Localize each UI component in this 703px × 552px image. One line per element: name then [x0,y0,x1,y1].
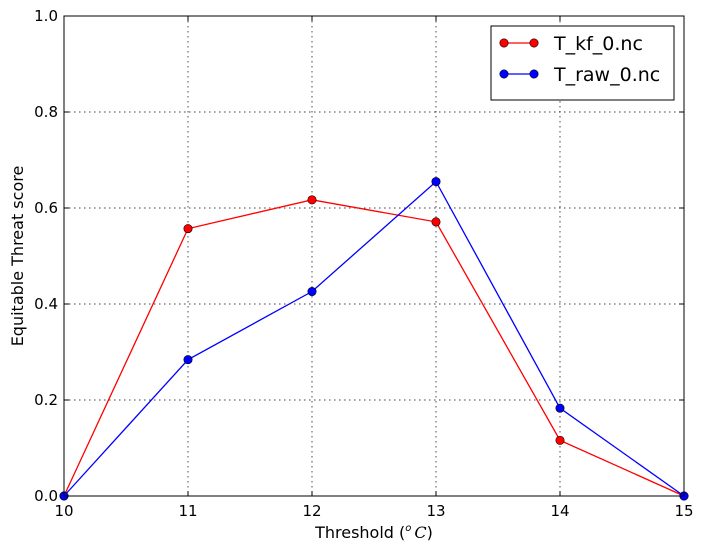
x-tick-label: 12 [302,502,321,520]
y-tick-label: 0.0 [34,487,58,505]
legend-marker-t-kf-0-nc [499,38,509,48]
x-tick-label: 10 [54,502,73,520]
plot-frame [63,15,685,497]
x-axis-label-unit: C [414,523,426,542]
x-axis-label: Threshold (o C) [314,523,433,542]
data-point-t-raw-0-nc [307,287,317,297]
legend: T_kf_0.nc T_raw_0.nc [490,25,675,101]
data-point-t-raw-0-nc [183,355,193,365]
y-tick-label: 0.2 [34,391,58,409]
x-axis-label-suffix: ) [427,523,433,542]
data-point-t-kf-0-nc [183,224,193,234]
y-axis-label: Equitable Threat score [8,166,27,347]
series-line-t-kf-0-nc [63,199,685,497]
y-tick-label: 0.4 [34,295,58,313]
legend-marker-t-kf-0-nc [529,38,539,48]
legend-marker-t-raw-0-nc [529,69,539,79]
data-point-t-raw-0-nc [555,403,565,413]
y-tick-label: 1.0 [34,7,58,25]
legend-box [490,25,675,101]
data-point-t-kf-0-nc [555,435,565,445]
x-axis-label-prefix: Threshold ( [314,523,405,542]
series-t-raw-0-nc [59,177,689,501]
legend-marker-t-raw-0-nc [499,69,509,79]
data-point-t-kf-0-nc [307,195,317,205]
axis-ticks: 10 11 12 13 14 15 0.0 0.2 0.4 0.6 0.8 1.0 [34,7,693,520]
y-tick-label: 0.6 [34,199,58,217]
series-group [59,177,689,501]
x-tick-label: 13 [426,502,445,520]
legend-label-t-raw-0-nc: T_raw_0.nc [553,64,660,86]
y-tick-label: 0.8 [34,103,58,121]
x-axis-label-superscript: o [405,523,411,534]
data-point-t-raw-0-nc [431,177,441,187]
x-tick-label: 15 [674,502,693,520]
x-tick-label: 11 [178,502,197,520]
legend-label-t-kf-0-nc: T_kf_0.nc [553,33,643,55]
data-point-t-kf-0-nc [431,217,441,227]
x-tick-label: 14 [550,502,569,520]
series-line-t-raw-0-nc [63,180,685,497]
